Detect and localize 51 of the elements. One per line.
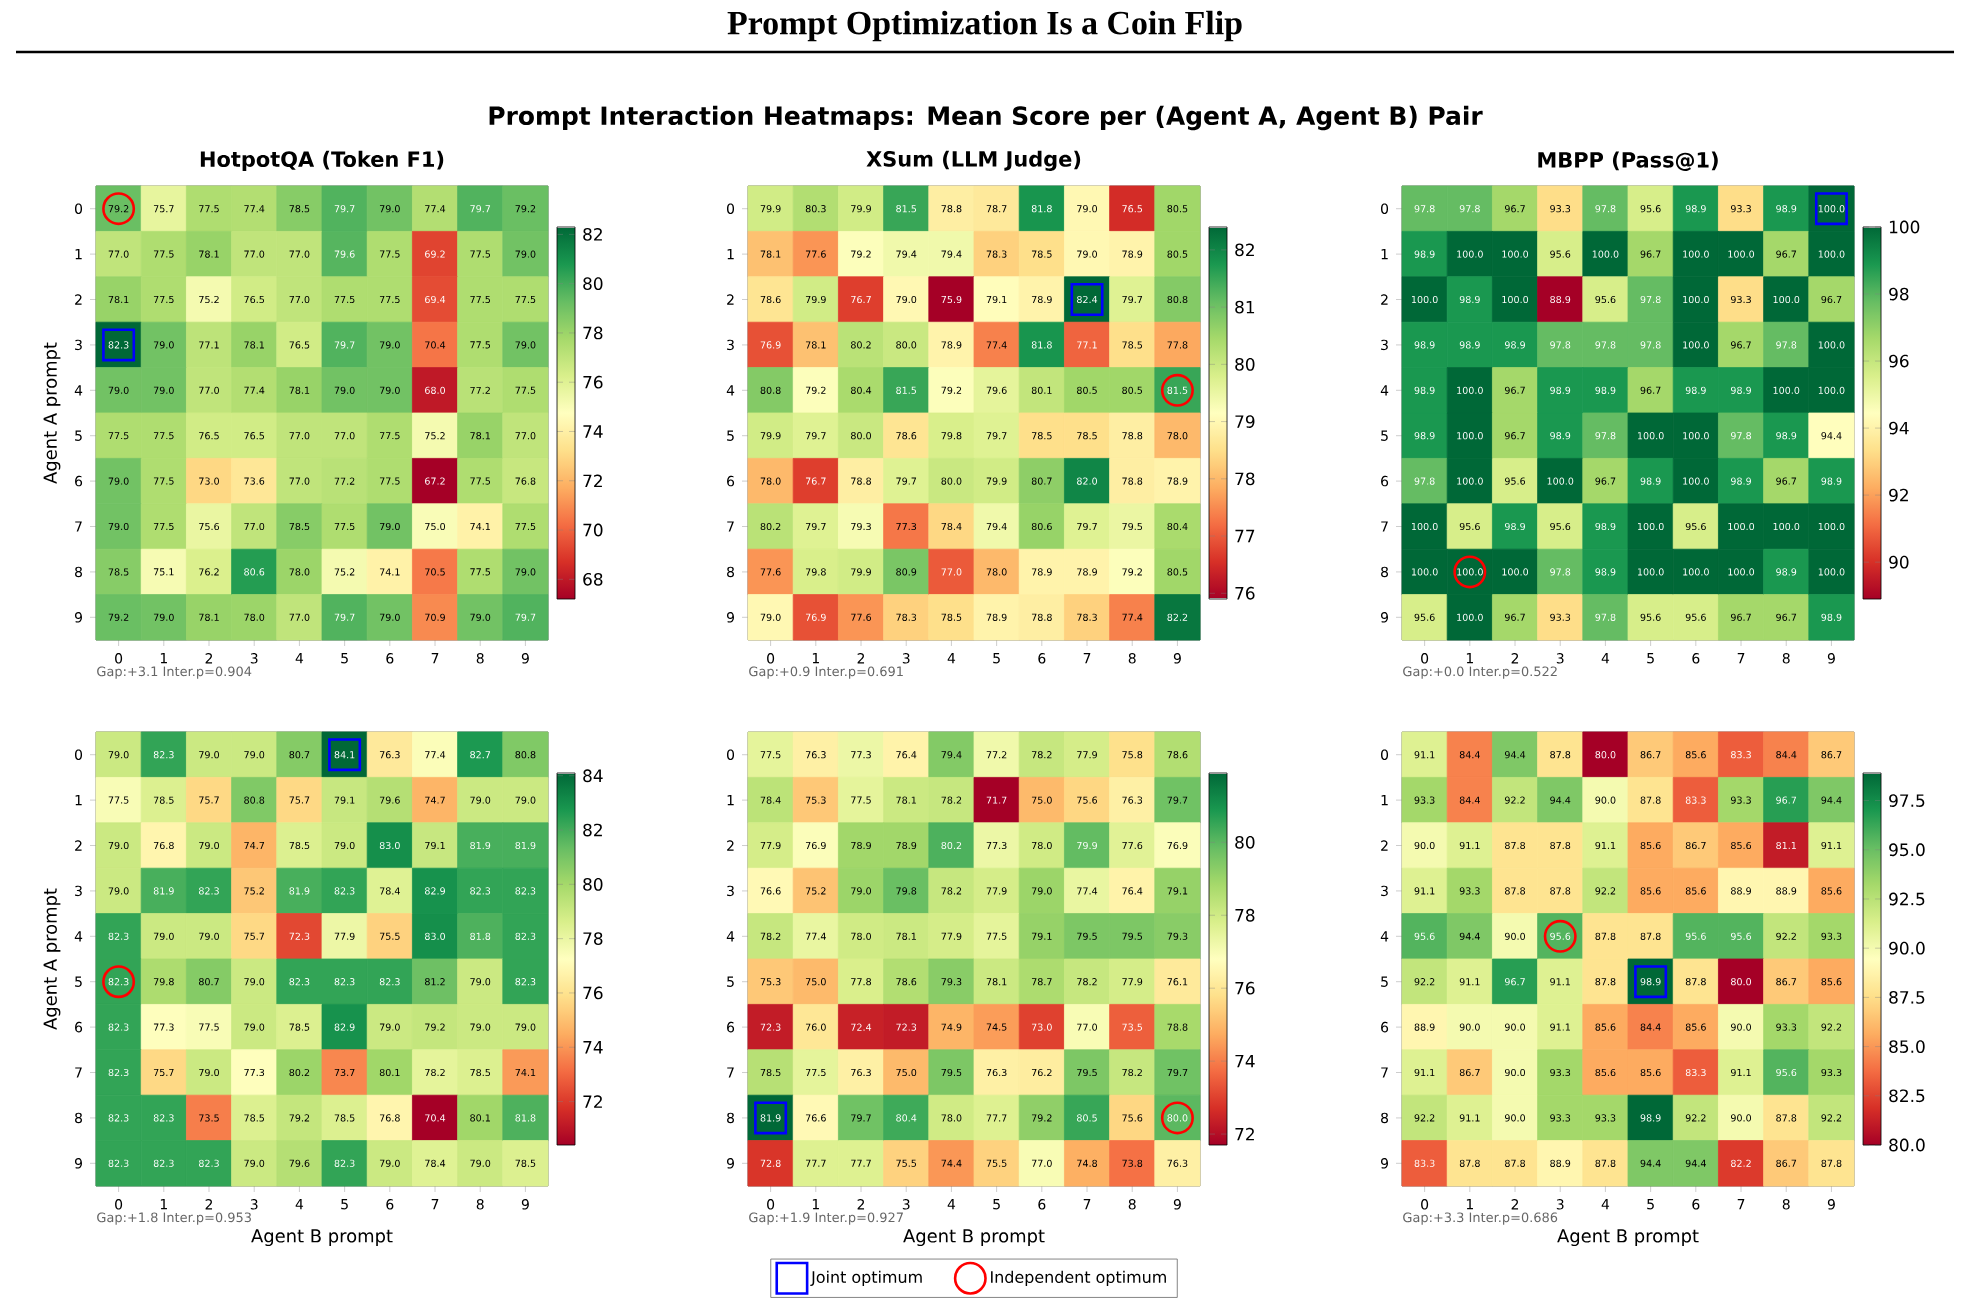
color-bar-label: 90.0: [1889, 941, 1925, 955]
color-bar-label: 70: [583, 523, 603, 537]
color-bar-label: 76: [583, 986, 603, 1000]
y-axis-title: Agent A prompt: [43, 888, 61, 1030]
color-bar-label: 92.5: [1889, 892, 1925, 906]
color-bar-label: 78: [1235, 472, 1255, 486]
color-bar-label: 74: [1235, 1054, 1255, 1068]
color-bar-label: 82: [1235, 243, 1254, 257]
color-bar-label: 80: [1235, 357, 1255, 371]
color-bar-label: 76: [583, 375, 603, 389]
color-bar-label: 78: [1235, 908, 1255, 922]
chart-title: XSum (LLM Judge): [866, 150, 1081, 171]
text: Prompt Interaction Heatmaps: Mean Score per (Agent A, Agent B) Pair: [489, 105, 1483, 131]
color-bar-label: 68: [583, 572, 603, 586]
text: Prompt Optimization Is a Coin Flip: [727, 10, 1242, 42]
color-bar-label: 92: [1889, 488, 1908, 502]
color-bar-label: 74: [583, 425, 603, 438]
color-bar-label: 96: [1889, 354, 1909, 368]
color-bar-label: 72: [1235, 1127, 1254, 1141]
color-bar-label: 80.0: [1889, 1138, 1925, 1152]
x-axis-title: Agent B prompt: [903, 1229, 1045, 1247]
color-bar-label: 82: [583, 823, 602, 837]
color-bar-label: 80: [583, 877, 603, 891]
color-bar-label: 72: [583, 1095, 602, 1108]
color-bar-label: 85.0: [1889, 1040, 1925, 1054]
color-bar-label: 72: [583, 474, 602, 488]
color-bar-label: 84: [583, 769, 603, 783]
x-axis-title: Agent B prompt: [1557, 1229, 1699, 1247]
color-bar-label: 80: [583, 277, 603, 291]
color-bar-label: 95.0: [1889, 843, 1925, 857]
color-bar-label: 82: [583, 227, 602, 241]
color-bar-label: 94: [1889, 421, 1909, 435]
color-bar-label: 79: [1235, 415, 1255, 428]
color-bar-label: 80: [1235, 835, 1255, 849]
color-bar-label: 76: [1235, 981, 1255, 995]
color-bar-label: 82.5: [1889, 1089, 1925, 1103]
color-bar-label: 97.5: [1889, 794, 1925, 807]
color-bar-label: 87.5: [1889, 990, 1925, 1004]
color-bar-label: 98: [1889, 287, 1909, 301]
x-axis-title: Agent B prompt: [251, 1229, 393, 1247]
chart-title: HotpotQA (Token F1): [200, 150, 444, 172]
color-bar-label: 100: [1889, 220, 1920, 234]
chart-title: MBPP (Pass@1): [1538, 151, 1718, 171]
y-axis-title: Agent A prompt: [43, 342, 61, 484]
color-bar-label: 74: [583, 1041, 603, 1054]
color-bar-label: 76: [1235, 586, 1255, 600]
color-bar-label: 78: [583, 932, 603, 946]
color-bar-label: 90: [1889, 555, 1909, 569]
color-bar-label: 78: [583, 326, 603, 340]
color-bar-label: 81: [1235, 300, 1255, 314]
color-bar-label: 77: [1235, 529, 1255, 543]
